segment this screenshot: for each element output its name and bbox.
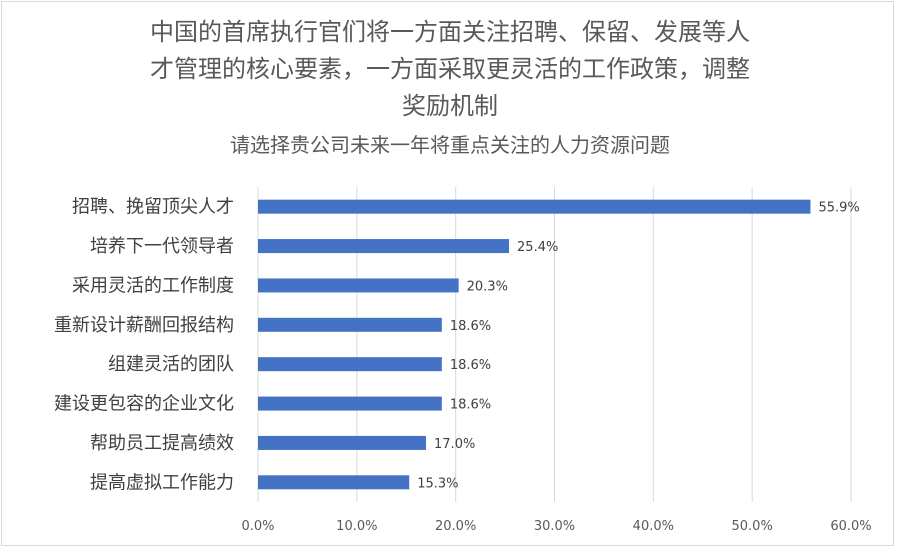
data-label: 17.0% bbox=[434, 437, 475, 452]
x-tick-label: 60.0% bbox=[830, 519, 871, 534]
bar bbox=[258, 357, 442, 372]
x-tick-label: 40.0% bbox=[633, 519, 674, 534]
category-label: 建设更包容的企业文化 bbox=[54, 394, 234, 415]
category-label: 重新设计薪酬回报结构 bbox=[54, 315, 234, 336]
x-tick-label: 20.0% bbox=[435, 519, 476, 534]
chart-title: 中国的首席执行官们将一方面关注招聘、保留、发展等人 才管理的核心要素，一方面采取… bbox=[60, 14, 840, 125]
chart-title-line-1: 中国的首席执行官们将一方面关注招聘、保留、发展等人 bbox=[150, 18, 750, 46]
data-label: 20.3% bbox=[467, 279, 508, 294]
x-tick-label: 30.0% bbox=[534, 519, 575, 534]
chart-title-line-2: 才管理的核心要素，一方面采取更灵活的工作政策，调整 bbox=[150, 55, 750, 83]
chart-subtitle: 请选择贵公司未来一年将重点关注的人力资源问题 bbox=[230, 133, 670, 157]
x-tick-label: 0.0% bbox=[241, 519, 274, 534]
category-label: 提高虚拟工作能力 bbox=[90, 472, 234, 493]
data-label: 55.9% bbox=[818, 201, 859, 216]
bar bbox=[258, 435, 427, 450]
category-label: 帮助员工提高绩效 bbox=[90, 433, 234, 454]
data-label: 25.4% bbox=[517, 240, 558, 255]
bar bbox=[258, 278, 459, 293]
x-tick-label: 50.0% bbox=[732, 519, 773, 534]
bar bbox=[258, 317, 442, 332]
bar bbox=[258, 475, 410, 490]
data-label: 18.6% bbox=[450, 319, 491, 334]
data-label: 15.3% bbox=[417, 476, 458, 491]
data-label: 18.6% bbox=[450, 358, 491, 373]
data-label: 18.6% bbox=[450, 398, 491, 413]
category-label: 采用灵活的工作制度 bbox=[72, 275, 234, 296]
bar bbox=[258, 239, 510, 254]
category-label: 培养下一代领导者 bbox=[90, 236, 234, 257]
x-tick-label: 10.0% bbox=[336, 519, 377, 534]
bar bbox=[258, 199, 811, 214]
category-label: 招聘、挽留顶尖人才 bbox=[72, 197, 234, 218]
bar bbox=[258, 396, 442, 411]
chart-title-line-3: 奖励机制 bbox=[402, 92, 498, 120]
category-label: 组建灵活的团队 bbox=[108, 354, 234, 375]
